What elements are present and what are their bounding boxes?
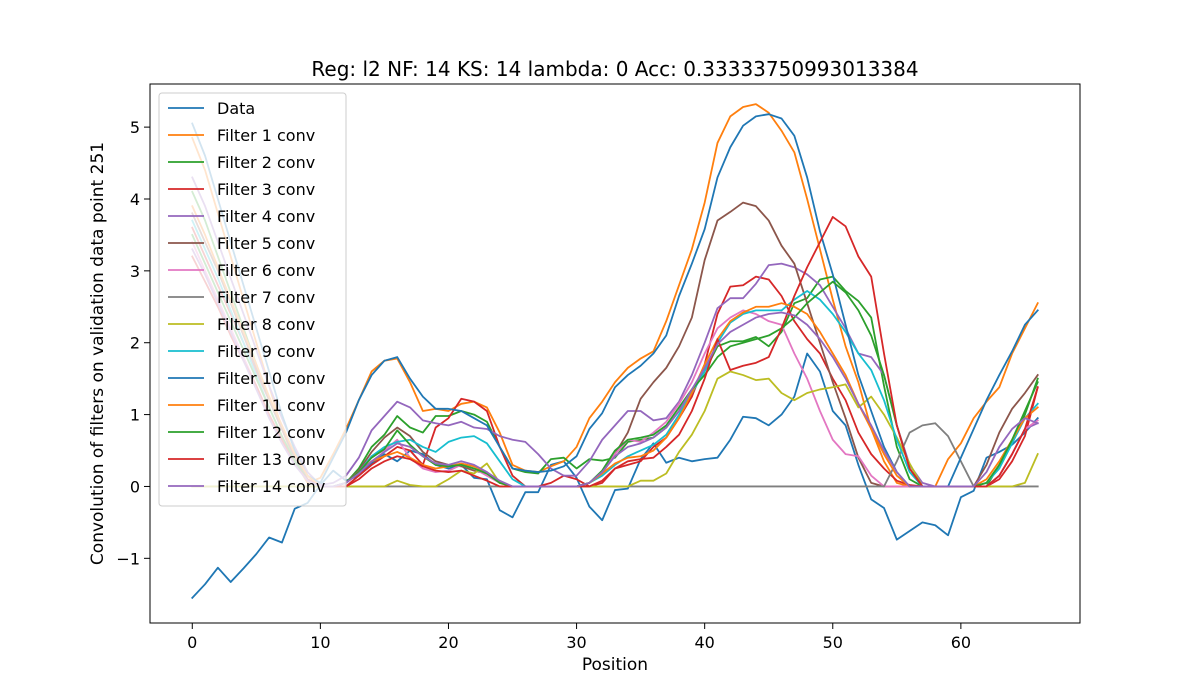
legend-entry: Filter 8 conv xyxy=(217,315,315,334)
legend-entry: Filter 14 conv xyxy=(217,477,325,496)
x-tick-label: 50 xyxy=(823,633,843,652)
legend-entry: Filter 13 conv xyxy=(217,450,325,469)
y-axis: −1 0 1 2 3 4 5 xyxy=(116,118,150,568)
y-tick-label: −1 xyxy=(116,549,140,568)
x-axis-label: Position xyxy=(582,655,648,675)
chart-title: Reg: l2 NF: 14 KS: 14 lambda: 0 Acc: 0.3… xyxy=(311,57,918,81)
x-tick-label: 10 xyxy=(310,633,330,652)
legend-entry: Filter 4 conv xyxy=(217,207,315,226)
x-tick-label: 60 xyxy=(951,633,971,652)
y-axis-label: Convolution of filters on validation dat… xyxy=(88,142,108,565)
legend-box xyxy=(158,92,347,507)
legend-entry: Filter 5 conv xyxy=(217,234,315,253)
legend-entry: Filter 6 conv xyxy=(217,261,315,280)
y-tick-label: 5 xyxy=(130,118,140,137)
legend-entry: Filter 11 conv xyxy=(217,396,325,415)
y-tick-label: 3 xyxy=(130,262,140,281)
y-tick-label: 1 xyxy=(130,406,140,425)
x-tick-label: 0 xyxy=(187,633,197,652)
x-tick-label: 20 xyxy=(438,633,458,652)
x-tick-label: 40 xyxy=(694,633,714,652)
legend-entry: Filter 7 conv xyxy=(217,288,315,307)
legend: Data Filter 1 conv Filter 2 conv Filter 3 c… xyxy=(158,92,347,507)
plot-frame xyxy=(149,83,1081,624)
legend-entry: Filter 3 conv xyxy=(217,180,315,199)
y-tick-label: 0 xyxy=(130,477,140,496)
y-tick-label: 2 xyxy=(130,334,140,353)
y-tick-label: 4 xyxy=(130,190,140,209)
legend-entry: Filter 1 conv xyxy=(217,126,315,145)
legend-entry: Filter 9 conv xyxy=(217,342,315,361)
legend-entry: Filter 10 conv xyxy=(217,369,325,388)
legend-entry: Filter 12 conv xyxy=(217,423,325,442)
x-tick-label: 30 xyxy=(566,633,586,652)
x-axis: 0 10 20 30 40 50 60 xyxy=(187,623,971,652)
legend-entry: Filter 2 conv xyxy=(217,153,315,172)
legend-entry: Data xyxy=(217,99,255,118)
